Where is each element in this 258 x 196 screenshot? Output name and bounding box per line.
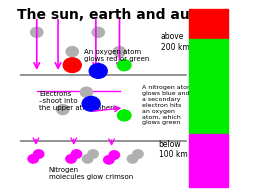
- Bar: [221, 133, 228, 187]
- Circle shape: [82, 96, 100, 111]
- Text: above
200 km: above 200 km: [161, 32, 190, 52]
- Bar: [221, 39, 228, 133]
- Text: below
100 km: below 100 km: [158, 140, 187, 159]
- Bar: [189, 9, 196, 39]
- Circle shape: [133, 150, 143, 158]
- Circle shape: [82, 155, 93, 163]
- Bar: [221, 9, 228, 39]
- Text: Electrons
–shoot into
the upper atmosphere: Electrons –shoot into the upper atmosphe…: [39, 91, 117, 111]
- Circle shape: [104, 156, 114, 164]
- Circle shape: [89, 64, 107, 78]
- Bar: [205, 9, 212, 39]
- Circle shape: [71, 150, 82, 158]
- Circle shape: [63, 58, 81, 73]
- Circle shape: [88, 150, 98, 158]
- Circle shape: [28, 155, 38, 163]
- Circle shape: [57, 105, 69, 115]
- Bar: [189, 133, 196, 187]
- Circle shape: [66, 47, 78, 57]
- Text: The sun, earth and aurora: The sun, earth and aurora: [17, 8, 222, 22]
- Bar: [197, 9, 204, 39]
- Circle shape: [34, 150, 44, 158]
- Circle shape: [117, 110, 131, 121]
- Text: Nitrogen
molecules glow crimson: Nitrogen molecules glow crimson: [49, 167, 133, 180]
- Bar: [197, 39, 204, 133]
- Circle shape: [66, 155, 76, 163]
- Text: An oxygen atom
glows red or green: An oxygen atom glows red or green: [84, 49, 149, 62]
- Text: A nitrogen atom
glows blue and
a secondary
electron hits
an oxygen
atom, which
g: A nitrogen atom glows blue and a seconda…: [142, 85, 193, 125]
- Bar: [213, 39, 220, 133]
- Circle shape: [117, 60, 131, 71]
- Circle shape: [109, 151, 119, 159]
- Circle shape: [127, 155, 138, 163]
- Bar: [205, 133, 212, 187]
- Bar: [205, 39, 212, 133]
- Bar: [197, 133, 204, 187]
- Circle shape: [31, 27, 43, 37]
- Bar: [189, 39, 196, 133]
- Bar: [213, 133, 220, 187]
- Bar: [213, 9, 220, 39]
- Circle shape: [113, 47, 126, 57]
- Circle shape: [92, 27, 104, 37]
- Circle shape: [80, 87, 93, 97]
